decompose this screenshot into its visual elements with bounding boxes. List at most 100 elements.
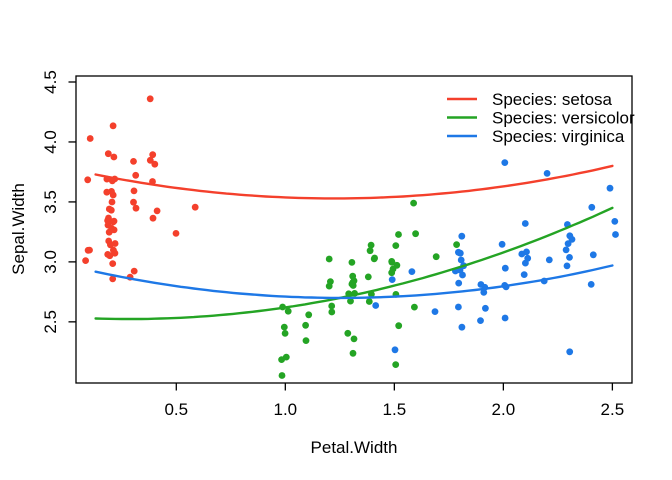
data-point — [84, 246, 92, 254]
data-point — [365, 298, 373, 305]
data-point — [278, 372, 286, 379]
data-point — [280, 323, 288, 331]
data-point — [606, 184, 614, 192]
data-point — [477, 281, 485, 288]
data-point — [521, 220, 529, 227]
data-point — [366, 247, 374, 255]
data-point — [563, 262, 571, 270]
data-point — [392, 361, 400, 368]
data-point — [543, 170, 551, 177]
data-point — [149, 151, 157, 159]
data-point — [408, 268, 416, 275]
data-point — [372, 302, 380, 309]
data-point — [611, 218, 619, 225]
y-tick-label: 2.5 — [41, 310, 60, 334]
series-points-virginica — [372, 159, 619, 356]
y-tick-label: 3.0 — [41, 250, 60, 274]
x-tick-label: 2.5 — [601, 400, 625, 419]
data-point — [566, 232, 574, 240]
legend: Species: setosa Species: versicolor Spec… — [447, 90, 635, 146]
data-point — [132, 171, 140, 179]
data-point — [431, 308, 439, 315]
data-point — [392, 242, 400, 250]
data-point — [328, 302, 336, 310]
data-point — [523, 248, 530, 256]
data-point — [455, 303, 462, 311]
data-point — [146, 95, 154, 103]
data-point — [395, 322, 403, 330]
data-point — [562, 246, 570, 254]
data-point — [109, 275, 117, 283]
data-point — [367, 241, 375, 249]
data-point — [520, 271, 528, 278]
data-point — [344, 329, 352, 337]
data-point — [109, 122, 117, 130]
fit-curve-versicolor — [94, 206, 614, 321]
data-point — [105, 205, 113, 213]
data-point — [410, 199, 417, 207]
data-point — [388, 276, 396, 283]
data-point — [130, 158, 137, 165]
series-points-setosa — [82, 95, 199, 283]
data-point — [110, 153, 118, 161]
plot-content: 0.5 1.0 1.5 2.0 2.5 2.5 3.0 3.5 4.0 4.5 — [41, 70, 624, 419]
data-point — [284, 307, 292, 315]
data-point — [348, 259, 356, 266]
data-point — [104, 150, 112, 158]
data-point — [432, 253, 440, 261]
data-point — [501, 314, 509, 322]
y-tick-label: 4.0 — [41, 130, 60, 154]
data-point — [151, 160, 159, 168]
data-point — [411, 303, 418, 311]
legend-label-setosa: Species: setosa — [492, 90, 613, 109]
data-point — [111, 240, 119, 247]
data-point — [110, 246, 117, 254]
data-point — [587, 281, 595, 288]
data-point — [325, 255, 333, 263]
data-point — [350, 335, 358, 343]
y-tick-label: 3.5 — [41, 190, 60, 214]
data-point — [130, 198, 137, 206]
data-point — [482, 304, 489, 312]
fit-curve-setosa — [94, 164, 614, 200]
data-point — [108, 198, 116, 206]
data-point — [566, 348, 574, 356]
data-point — [477, 317, 484, 324]
data-point — [395, 231, 402, 238]
data-point — [153, 207, 161, 215]
data-point — [545, 256, 553, 264]
data-point — [130, 267, 138, 275]
y-axis-label: Sepal.Width — [9, 183, 28, 275]
data-point — [391, 346, 399, 354]
data-point — [305, 311, 313, 319]
plot-box — [75, 75, 633, 384]
data-point — [108, 188, 115, 195]
data-point — [325, 282, 333, 290]
data-point — [349, 349, 357, 357]
data-point — [302, 321, 309, 329]
data-point — [104, 251, 112, 258]
legend-label-virginica: Species: virginica — [492, 127, 625, 146]
data-point — [282, 353, 290, 361]
data-point — [370, 255, 378, 263]
data-point — [110, 226, 118, 234]
data-point — [501, 264, 509, 272]
data-point — [110, 217, 118, 225]
legend-label-versicolor: Species: versicolor — [492, 109, 635, 128]
data-point — [349, 272, 357, 280]
series-points-versicolor — [278, 199, 460, 379]
data-point — [84, 176, 92, 184]
data-point — [172, 230, 180, 237]
data-point — [457, 256, 465, 264]
data-point — [412, 230, 419, 238]
data-point — [149, 214, 157, 222]
fit-curve-virginica — [94, 264, 614, 300]
x-tick-label: 1.0 — [273, 400, 297, 419]
data-point — [566, 254, 573, 261]
x-tick-label: 0.5 — [164, 400, 188, 419]
data-point — [105, 214, 112, 222]
data-point — [612, 231, 619, 238]
data-point — [109, 260, 117, 267]
data-point — [302, 337, 310, 344]
